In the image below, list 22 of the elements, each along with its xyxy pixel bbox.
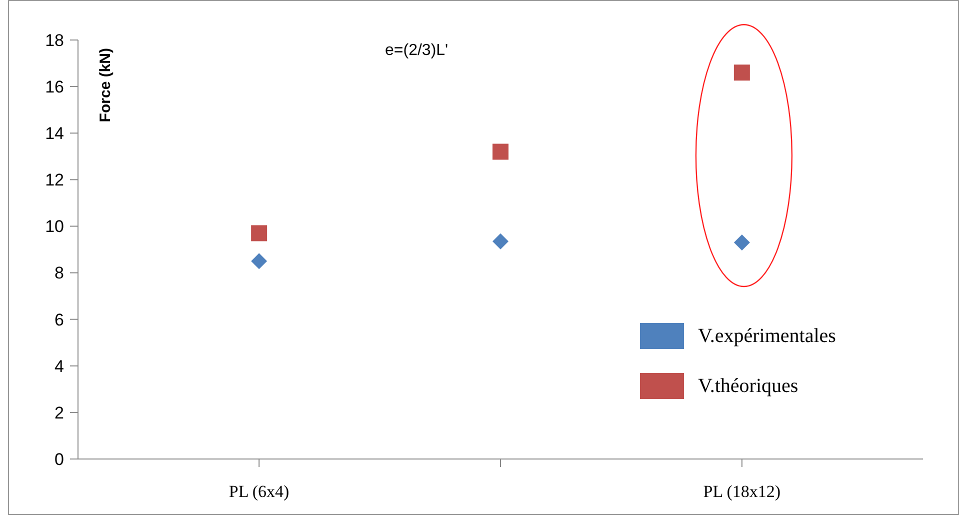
- y-tick-label: 14: [45, 124, 64, 144]
- annotation: e=(2/3)L': [385, 42, 448, 59]
- y-tick-label: 6: [54, 310, 64, 330]
- legend-label: V.théoriques: [698, 375, 798, 397]
- point: [492, 233, 508, 250]
- point: [492, 144, 508, 160]
- x-tick-label: PL (18x12): [703, 482, 781, 501]
- point: [251, 253, 268, 270]
- y-axis-title: Force (kN): [97, 48, 114, 122]
- y-tick-label: 2: [54, 403, 64, 422]
- y-tick-label: 4: [54, 356, 64, 376]
- y-tick-label: 10: [45, 217, 64, 236]
- legend-label: V.expérimentales: [698, 325, 836, 347]
- point: [734, 234, 750, 251]
- x-tick-label: PL (6x4): [228, 482, 290, 501]
- y-tick-label: 0: [54, 450, 64, 469]
- y-tick-label: 16: [45, 78, 64, 97]
- y-tick-label: 18: [45, 30, 64, 50]
- point: [251, 225, 268, 242]
- point: [734, 64, 750, 81]
- y-tick-label: 12: [45, 170, 64, 190]
- y-tick-label: 8: [54, 264, 64, 283]
